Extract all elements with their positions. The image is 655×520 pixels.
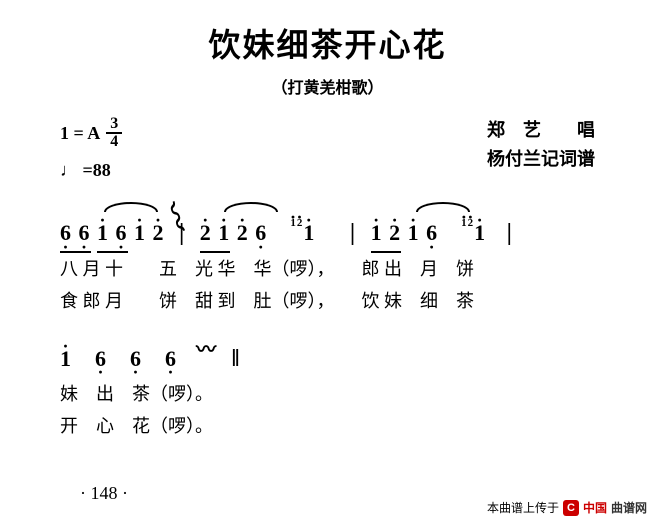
lyric-1b: 食 郎 月 饼 甜 到 肚（啰）， 饮 妹 细 茶 <box>60 285 595 317</box>
footer-brand2: 曲谱网 <box>611 499 647 516</box>
logo-icon: C <box>563 500 579 516</box>
footer-prefix: 本曲谱上传于 <box>487 499 559 516</box>
song-title: 饮妹细茶开心花 <box>60 20 595 66</box>
tempo: ♩ =88 <box>60 154 122 186</box>
meta-left: 1 = A 3 4 ♩ =88 <box>60 116 122 186</box>
lyric-2b: 开 心 花（啰）。 <box>60 410 595 442</box>
notation-2: 1 6 6 6 〰 ‖ <box>60 340 595 378</box>
credit-composer: 杨付兰记词谱 <box>487 145 595 174</box>
lyric-1a: 八 月 十 五 光 华 华（啰）， 郎 出 月 饼 <box>60 253 595 285</box>
meta-row: 1 = A 3 4 ♩ =88 郑 艺 唱 杨付兰记词谱 <box>60 116 595 186</box>
footer-brand1: 中国 <box>583 499 607 516</box>
key-signature: 1 = A <box>60 117 100 149</box>
score-line-1: 6 6 1 6 1 2〰 | 2 1 2 6 121 | 1 2 1 6 121… <box>60 214 595 317</box>
score-line-2: 1 6 6 6 〰 ‖ 妹 出 茶（啰）。 开 心 花（啰）。 <box>60 340 595 443</box>
song-subtitle: （打黄羌柑歌） <box>60 74 595 98</box>
footer: 本曲谱上传于 C 中国曲谱网 <box>487 499 647 516</box>
credits: 郑 艺 唱 杨付兰记词谱 <box>487 116 595 174</box>
lyric-2a: 妹 出 茶（啰）。 <box>60 378 595 410</box>
time-signature: 3 4 <box>106 116 122 150</box>
notation-1: 6 6 1 6 1 2〰 | 2 1 2 6 121 | 1 2 1 6 121… <box>60 214 595 252</box>
credit-singer: 郑 艺 唱 <box>487 116 595 145</box>
